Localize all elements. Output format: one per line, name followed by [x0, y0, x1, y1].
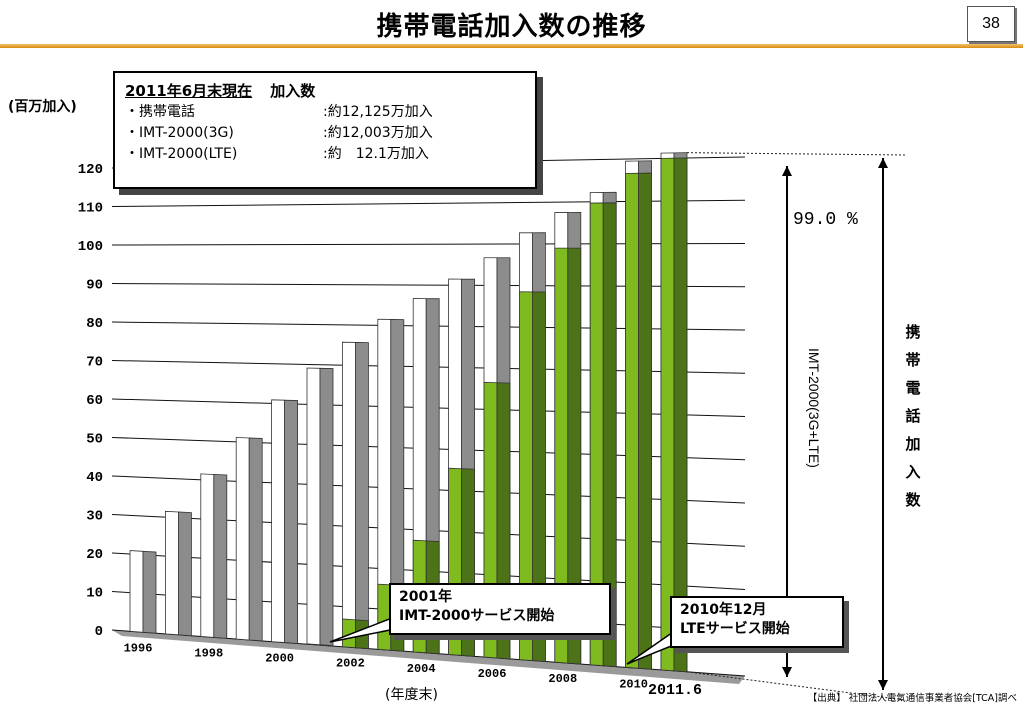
y-tick-label: 40 — [86, 470, 103, 486]
x-tick-label: 2010 — [619, 677, 648, 691]
bar-3g — [660, 157, 675, 672]
chart-floor — [112, 630, 745, 684]
info-row-name: ・携帯電話 — [125, 104, 195, 120]
x-tick-label: 2011.6 — [648, 682, 702, 699]
info-row-name: ・IMT-2000(LTE) — [125, 146, 238, 162]
x-tick-label: 2008 — [548, 672, 577, 686]
info-row-value: :約 12.1万加入 — [323, 146, 429, 162]
callout-line: IMT-2000サービス開始 — [399, 608, 555, 624]
bar-3g — [625, 172, 639, 669]
x-axis-label: (年度末) — [385, 687, 438, 703]
imt-range-label: IMT-2000(3G+LTE) — [806, 348, 822, 468]
y-tick-label: 100 — [78, 239, 103, 255]
bar-3g-side — [602, 202, 617, 668]
x-tick-label: 2004 — [407, 662, 436, 676]
info-row-name: ・IMT-2000(3G) — [125, 125, 234, 141]
y-tick-label: 10 — [86, 586, 103, 602]
info-row-mobile: ・携帯電話 :約12,125万加入 — [125, 102, 525, 123]
total-label-char: 電 — [905, 379, 921, 397]
total-label-char: 帯 — [905, 351, 921, 369]
page-title: 携帯電話加入数の推移 — [376, 12, 647, 42]
info-box: 2011年6月末現在 加入数 ・携帯電話 :約12,125万加入 ・IMT-200… — [113, 71, 537, 189]
guide-top — [686, 152, 906, 156]
imt-share-percent: 99.0 % — [793, 210, 858, 230]
total-label-char: 入 — [905, 463, 921, 481]
imt-range-arrow-head — [782, 667, 792, 677]
y-tick-label: 90 — [86, 278, 103, 294]
source-note: 【出典】 社団法人電気通信事業者協会[TCA]調べ — [807, 693, 1017, 704]
bar-total — [129, 550, 144, 633]
y-tick-label: 120 — [78, 162, 103, 178]
y-tick-label: 30 — [86, 509, 103, 525]
y-tick-label: 60 — [86, 393, 103, 409]
bar-2g — [213, 474, 228, 639]
info-heading-label: 加入数 — [270, 82, 316, 100]
total-label-char: 話 — [905, 407, 921, 425]
bar-total — [271, 399, 286, 643]
total-range-arrow-head — [878, 158, 888, 168]
guide-bottom — [686, 671, 906, 701]
bar-2g — [284, 399, 299, 644]
page-number: 38 — [967, 6, 1015, 42]
y-tick-label: 80 — [86, 316, 103, 332]
bar-3g-side — [319, 644, 334, 647]
x-tick-label: 2006 — [478, 667, 507, 681]
total-range-arrow-head — [878, 680, 888, 690]
bar-total — [235, 437, 250, 641]
bar-2g — [319, 367, 334, 647]
info-row-lte: ・IMT-2000(LTE) :約 12.1万加入 — [125, 144, 525, 165]
info-heading: 2011年6月末現在 加入数 — [125, 81, 525, 102]
callout-line: 2001年 — [399, 589, 452, 605]
callout-lte-start: 2010年12月 LTEサービス開始 — [670, 596, 844, 648]
bar-total — [306, 367, 321, 646]
x-tick-label: 2000 — [265, 652, 294, 666]
x-tick-label: 1998 — [194, 646, 223, 660]
y-tick-label: 70 — [86, 355, 103, 371]
bar-3g-side — [673, 157, 688, 673]
y-axis-unit: (百万加入) — [8, 99, 77, 115]
info-heading-date: 2011年6月末現在 — [125, 82, 253, 100]
y-tick-label: 110 — [78, 201, 103, 217]
bar-total — [200, 473, 215, 638]
total-label-char: 携 — [905, 323, 921, 341]
title-rule — [0, 44, 1023, 48]
info-row-value: :約12,125万加入 — [323, 104, 433, 120]
callout-line: 2010年12月 — [680, 602, 767, 618]
bar-total — [341, 341, 356, 649]
info-row-value: :約12,003万加入 — [323, 125, 433, 141]
y-tick-label: 20 — [86, 547, 103, 563]
bar-2g — [177, 511, 192, 637]
callout-imt2000-start: 2001年 IMT-2000サービス開始 — [389, 583, 611, 635]
bar-2g — [248, 437, 263, 642]
bar-2g — [142, 550, 157, 634]
info-row-3g: ・IMT-2000(3G) :約12,003万加入 — [125, 123, 525, 144]
bar-3g-side — [532, 291, 546, 662]
y-tick-label: 0 — [95, 624, 103, 640]
x-tick-label: 1996 — [124, 641, 153, 655]
total-label-char: 加 — [905, 435, 921, 453]
bar-2g — [354, 342, 369, 650]
imt-range-arrow-head — [782, 166, 792, 176]
bar-3g-side — [638, 172, 652, 670]
callout-line: LTEサービス開始 — [680, 621, 790, 637]
total-range-label: 携 帯 電 話 加 入 数 — [901, 318, 925, 514]
bar-3g-side — [567, 247, 582, 665]
x-tick-label: 2002 — [336, 657, 365, 671]
y-tick-label: 50 — [86, 432, 103, 448]
total-label-char: 数 — [905, 491, 921, 509]
bar-total — [164, 510, 179, 636]
